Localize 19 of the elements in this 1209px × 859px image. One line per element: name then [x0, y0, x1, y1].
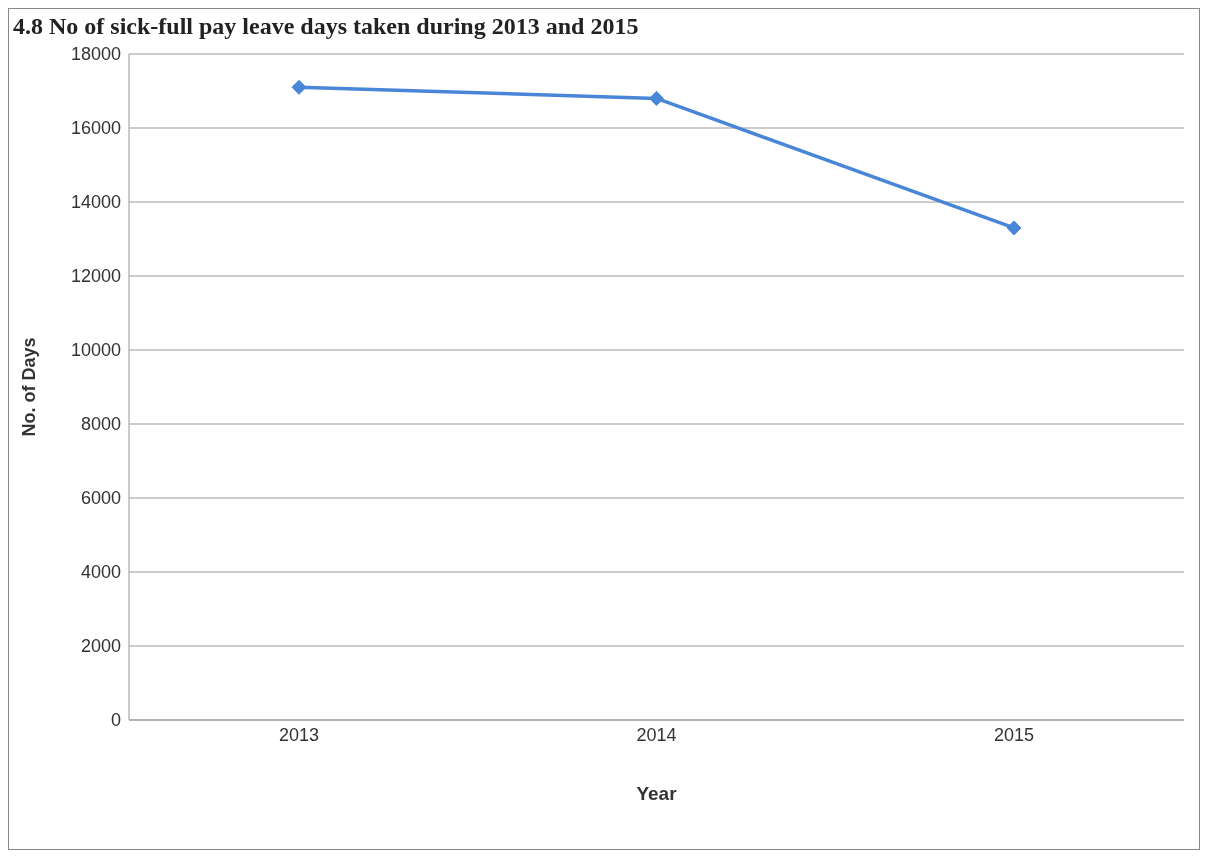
point — [1006, 220, 1022, 236]
y-tick-label: 0 — [110, 710, 121, 731]
y-tick-label: 6000 — [80, 488, 121, 509]
chart-title: 4.8 No of sick-full pay leave days taken during 2013 and 2015 — [12, 12, 640, 40]
y-tick-label: 10000 — [70, 340, 121, 361]
y-tick-label: 8000 — [80, 414, 121, 435]
y-tick-label: 4000 — [80, 562, 121, 583]
x-tick-label: 2015 — [993, 724, 1035, 745]
y-tick-label: 12000 — [70, 266, 121, 287]
y-tick-label: 16000 — [70, 118, 121, 139]
point — [649, 90, 664, 106]
x-axis-title: Year — [636, 783, 678, 804]
x-tick-label: 2013 — [278, 724, 320, 745]
y-axis-title: No. of Days — [19, 337, 40, 437]
y-tick-label: 18000 — [70, 44, 121, 65]
x-tick-label: 2014 — [636, 724, 677, 745]
y-tick-label: 14000 — [70, 192, 121, 213]
y-tick-label: 2000 — [80, 636, 121, 657]
point — [291, 79, 307, 95]
